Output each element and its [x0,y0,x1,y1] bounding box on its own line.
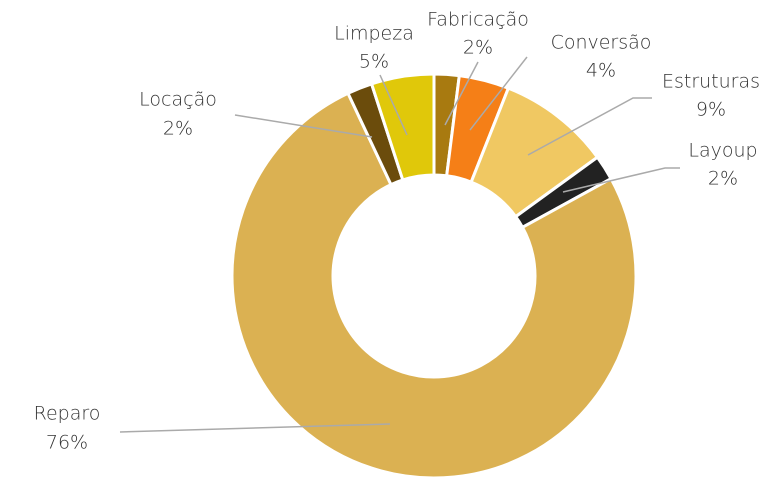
leader-line [444,61,479,126]
slice-label: Limpeza [334,23,414,45]
leader-line [562,167,680,193]
slice-value: 76% [46,432,88,454]
leader-line [234,114,373,138]
slice-value: 2% [463,37,493,59]
slice-label: Conversão [551,32,652,54]
slice-label: Estruturas [662,71,760,93]
slice-value: 4% [586,60,616,82]
leader-line [527,97,652,156]
slice-value: 2% [163,118,193,140]
slice-label: Locação [139,89,217,111]
leader-line [119,423,391,433]
leader-line [469,56,528,131]
slice-value: 5% [359,51,389,73]
slice-label: Fabricação [427,9,529,31]
leader-line [379,74,408,136]
slice-value: 2% [708,168,738,190]
slice-label: Layoup [688,140,757,162]
slice-value: 9% [696,99,726,121]
donut-slice [230,91,638,477]
slice-label: Reparo [34,403,101,425]
